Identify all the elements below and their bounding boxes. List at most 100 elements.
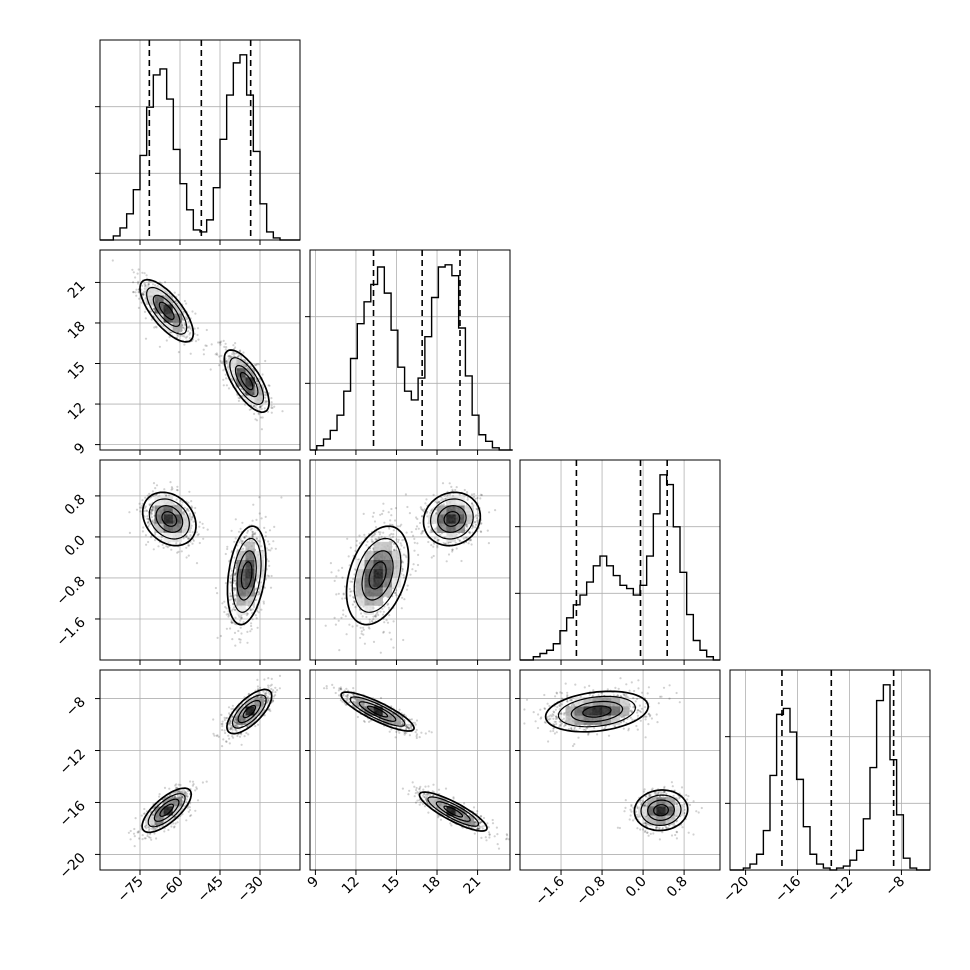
sample-point bbox=[176, 302, 179, 305]
density-bin bbox=[446, 523, 456, 533]
sample-point bbox=[141, 530, 144, 533]
density-bin bbox=[145, 286, 155, 296]
sample-point bbox=[231, 352, 234, 356]
sample-point bbox=[176, 485, 179, 488]
sample-point bbox=[137, 291, 140, 294]
sample-point bbox=[237, 396, 240, 399]
sample-point bbox=[420, 507, 423, 510]
sample-point bbox=[404, 554, 407, 557]
sample-point bbox=[392, 542, 396, 546]
sample-point bbox=[151, 519, 154, 522]
sample-point bbox=[182, 319, 185, 322]
sample-point bbox=[189, 327, 192, 330]
sample-point bbox=[451, 548, 454, 551]
sample-point bbox=[237, 354, 240, 358]
sample-point bbox=[264, 359, 267, 363]
contour-line bbox=[368, 561, 387, 590]
sample-point bbox=[233, 608, 236, 611]
sample-point bbox=[137, 830, 140, 833]
sample-point bbox=[225, 360, 228, 363]
density-bin bbox=[172, 523, 183, 533]
sample-point bbox=[272, 540, 275, 543]
density-bin bbox=[172, 313, 183, 323]
sample-point bbox=[175, 787, 178, 790]
sample-point bbox=[129, 838, 132, 841]
sample-point bbox=[147, 829, 151, 832]
sample-point bbox=[191, 542, 194, 545]
sample-point bbox=[475, 517, 479, 520]
sample-point bbox=[136, 831, 139, 834]
sample-point bbox=[187, 537, 190, 540]
sample-point bbox=[137, 280, 140, 283]
sample-point bbox=[225, 613, 228, 616]
density-bin bbox=[154, 496, 164, 506]
sample-point bbox=[260, 608, 263, 611]
sample-point bbox=[401, 569, 404, 573]
sample-point bbox=[404, 493, 407, 496]
sample-point bbox=[374, 533, 377, 536]
sample-point bbox=[144, 317, 147, 320]
sample-point bbox=[436, 546, 439, 549]
sample-point bbox=[240, 357, 243, 360]
sample-point bbox=[228, 357, 231, 360]
sample-point bbox=[173, 291, 176, 294]
density-bin bbox=[364, 587, 374, 597]
sample-point bbox=[355, 544, 358, 547]
sample-point bbox=[401, 561, 405, 564]
sample-point bbox=[219, 341, 222, 344]
sample-point bbox=[351, 603, 354, 606]
sample-point bbox=[273, 405, 276, 408]
sample-point bbox=[181, 511, 184, 515]
sample-point bbox=[254, 406, 257, 409]
histogram-panel-0 bbox=[95, 39, 301, 241]
sample-point bbox=[139, 510, 142, 513]
sample-point bbox=[264, 515, 267, 519]
sample-point bbox=[165, 545, 168, 548]
sample-point bbox=[377, 613, 380, 617]
sample-point bbox=[189, 780, 192, 783]
sample-point bbox=[185, 556, 188, 559]
sample-point bbox=[187, 320, 190, 323]
sample-point bbox=[434, 500, 437, 503]
sample-point bbox=[189, 814, 192, 818]
density-bin bbox=[163, 496, 173, 506]
sample-point bbox=[415, 528, 418, 531]
sample-point bbox=[129, 829, 132, 833]
sample-point bbox=[177, 550, 180, 553]
sample-point bbox=[230, 529, 233, 532]
sample-point bbox=[469, 538, 472, 541]
sample-point bbox=[368, 618, 371, 621]
sample-point bbox=[237, 530, 241, 533]
panel-frame bbox=[729, 669, 931, 871]
sample-point bbox=[440, 503, 443, 506]
density-bin bbox=[163, 505, 173, 515]
sample-point bbox=[455, 547, 458, 550]
sample-point bbox=[411, 568, 414, 571]
sample-point bbox=[152, 828, 155, 831]
density-bin bbox=[364, 596, 374, 606]
sample-point bbox=[206, 528, 209, 531]
sample-point bbox=[185, 798, 188, 801]
sample-point bbox=[366, 540, 369, 543]
sample-point bbox=[379, 651, 382, 654]
sample-point bbox=[132, 832, 136, 835]
sample-point bbox=[196, 333, 199, 337]
sample-point bbox=[191, 784, 194, 787]
sample-point bbox=[195, 787, 198, 790]
sample-point bbox=[454, 488, 457, 492]
sample-point bbox=[230, 594, 233, 597]
sample-point bbox=[254, 614, 257, 617]
sample-point bbox=[267, 698, 270, 702]
sample-point bbox=[143, 272, 146, 275]
sample-point bbox=[239, 619, 242, 622]
sample-point bbox=[152, 482, 156, 485]
density-bin bbox=[455, 496, 465, 506]
sample-point bbox=[257, 363, 260, 366]
sample-point bbox=[233, 573, 236, 577]
sample-point bbox=[234, 537, 237, 540]
sample-point bbox=[400, 523, 403, 526]
sample-point bbox=[255, 617, 258, 620]
sample-point bbox=[264, 396, 267, 399]
sample-point bbox=[133, 827, 136, 831]
sample-point bbox=[164, 281, 167, 284]
